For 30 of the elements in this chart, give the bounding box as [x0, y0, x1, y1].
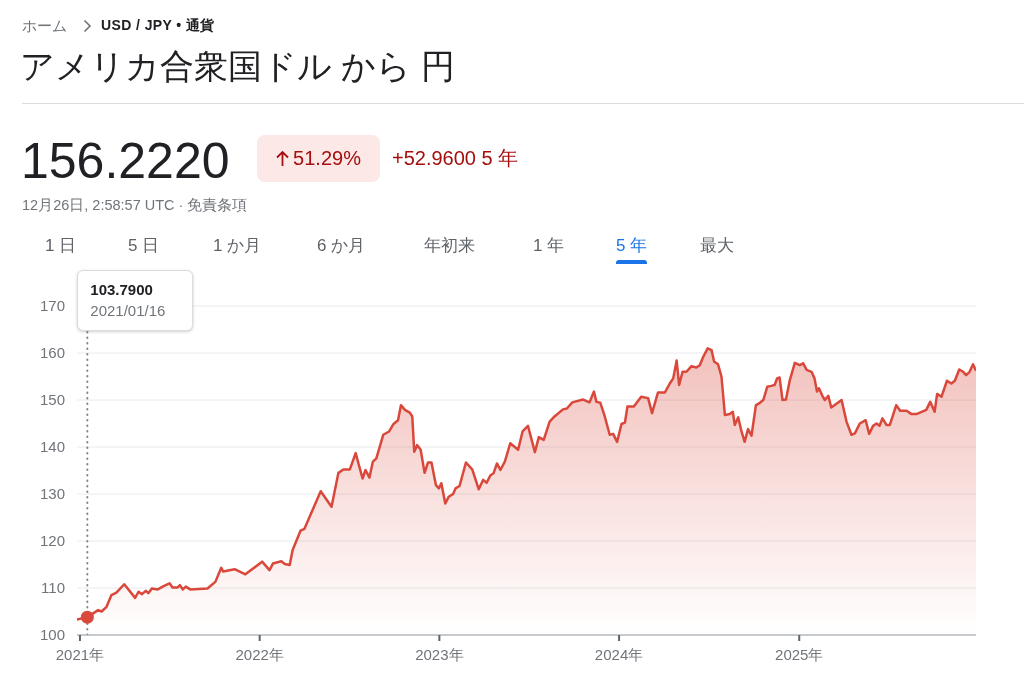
y-tick-label: 100 — [39, 626, 65, 644]
text: USD / JPY • 通貨 — [101, 17, 215, 35]
chart-title: アメリカ合衆国ドル から 円 — [20, 46, 455, 87]
text: 12月26日, 2:58:57 UTC · 免責条項 — [22, 196, 248, 215]
y-tick-label: 150 — [39, 391, 65, 409]
text: +52.9600 5 年 — [392, 146, 519, 170]
text: 1 年 — [533, 235, 565, 257]
x-tick-label: 2024年 — [594, 645, 644, 663]
y-tick-label: 110 — [41, 579, 65, 597]
y-tick-label: 140 — [39, 438, 65, 456]
text: 5 年 — [616, 235, 648, 257]
text: 1 か月 — [213, 235, 262, 257]
y-tick-label: 130 — [39, 485, 65, 503]
text: 51.29% — [293, 147, 361, 170]
x-tick-label: 2022年 — [235, 645, 284, 663]
text: 最大 — [700, 235, 734, 257]
text: 1 日 — [45, 235, 77, 257]
y-tick-label: 160 — [39, 344, 65, 362]
ref-line-label: 2021/01/16 — [90, 301, 167, 321]
text: ホーム — [22, 16, 67, 36]
text: 年初来 — [424, 235, 475, 257]
text: 5 日 — [128, 235, 160, 257]
y-tick-label: 120 — [39, 532, 65, 550]
y-tick-label: 170 — [39, 297, 65, 315]
x-tick-label: 2025年 — [775, 645, 824, 663]
x-tick-label: 2023年 — [415, 645, 464, 663]
text: 156.2220 — [21, 132, 230, 190]
x-tick-label: 2021年 — [55, 645, 105, 663]
text: 6 か月 — [317, 235, 366, 257]
text: 103.7900 — [90, 280, 154, 300]
